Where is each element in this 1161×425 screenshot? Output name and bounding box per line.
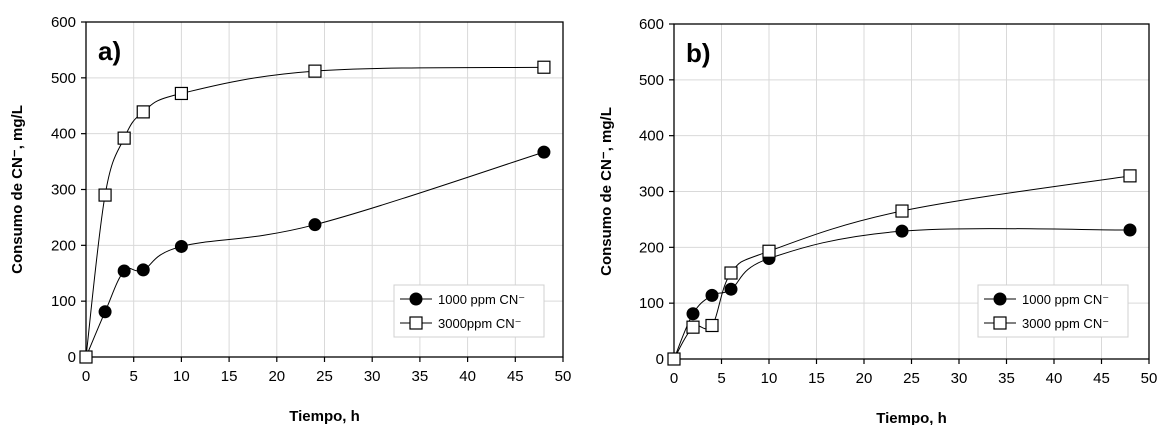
x-tick-label: 10 <box>761 370 778 387</box>
data-point-series-1 <box>174 239 188 253</box>
y-axis-title: Consumo de CN⁻, mg/L <box>9 105 26 274</box>
y-tick-label: 500 <box>51 70 76 87</box>
x-tick-label: 25 <box>903 370 920 387</box>
legend-marker <box>993 292 1007 306</box>
x-tick-label: 20 <box>856 370 873 387</box>
data-point-series-1 <box>686 307 700 321</box>
y-tick-label: 100 <box>51 293 76 310</box>
series-line-2 <box>85 66 544 358</box>
x-tick-label: 10 <box>173 368 190 385</box>
x-tick-label: 40 <box>459 368 476 385</box>
data-point-series-2 <box>895 204 909 218</box>
x-tick-label: 5 <box>717 370 725 387</box>
x-tick-label: 35 <box>412 368 429 385</box>
x-tick-label: 45 <box>1093 370 1110 387</box>
data-point-series-1 <box>117 264 131 278</box>
y-tick-label: 400 <box>51 126 76 143</box>
x-tick-label: 40 <box>1046 370 1063 387</box>
data-point-series-1 <box>895 224 909 238</box>
y-tick-label: 500 <box>639 72 664 89</box>
data-point-series-2 <box>686 320 700 334</box>
panel-label: a) <box>98 36 121 66</box>
legend: 1000 ppm CN⁻ 3000 ppm CN⁻ <box>977 284 1129 338</box>
x-tick-label: 20 <box>268 368 285 385</box>
x-tick-label: 50 <box>555 368 572 385</box>
data-point-series-2 <box>705 318 719 333</box>
y-tick-label: 200 <box>51 237 76 254</box>
data-point-series-1 <box>136 263 150 277</box>
x-tick-label: 15 <box>808 370 825 387</box>
y-tick-label: 400 <box>639 128 664 145</box>
data-point-series-1 <box>98 305 112 319</box>
x-axis-title: Tiempo, h <box>289 408 360 425</box>
data-point-series-2 <box>174 86 188 101</box>
data-point-series-1 <box>705 288 719 302</box>
x-tick-label: 25 <box>316 368 333 385</box>
y-tick-label: 300 <box>51 182 76 199</box>
legend-label: 1000 ppm CN⁻ <box>438 292 525 307</box>
y-tick-label: 100 <box>639 295 664 312</box>
y-tick-label: 300 <box>639 184 664 201</box>
legend-label: 3000 ppm CN⁻ <box>1022 316 1109 331</box>
x-tick-label: 30 <box>364 368 381 385</box>
x-tick-label: 5 <box>130 368 138 385</box>
x-tick-label: 30 <box>951 370 968 387</box>
y-tick-label: 0 <box>68 349 76 366</box>
panel-label: b) <box>686 38 711 68</box>
data-point-series-2 <box>724 266 738 280</box>
data-point-series-2 <box>308 64 322 78</box>
x-tick-label: 35 <box>998 370 1015 387</box>
data-point-series-2 <box>136 105 150 119</box>
x-axis-title: Tiempo, h <box>876 410 947 425</box>
x-tick-label: 0 <box>82 368 90 385</box>
data-point-series-1 <box>1123 223 1137 237</box>
y-axis-title: Consumo de CN⁻, mg/L <box>598 107 615 276</box>
data-point-series-1 <box>537 145 551 159</box>
x-tick-label: 45 <box>507 368 524 385</box>
data-point-series-2 <box>117 131 131 145</box>
y-tick-label: 600 <box>639 16 664 33</box>
y-tick-label: 200 <box>639 239 664 256</box>
data-point-series-1 <box>724 282 738 296</box>
legend-label: 3000ppm CN⁻ <box>438 316 521 331</box>
x-tick-label: 50 <box>1141 370 1158 387</box>
x-tick-label: 0 <box>670 370 678 387</box>
data-point-series-2 <box>537 60 551 74</box>
chart-panel-a: 0 5 10 15 20 25 30 35 40 45 500100200300400500600T… <box>9 14 571 425</box>
data-point-series-2 <box>1123 169 1137 183</box>
x-tick-label: 15 <box>221 368 238 385</box>
data-point-series-2 <box>98 188 112 202</box>
data-point-series-2 <box>79 350 93 364</box>
legend-marker <box>993 316 1007 330</box>
data-point-series-2 <box>667 352 681 366</box>
legend: 1000 ppm CN⁻ 3000ppm CN⁻ <box>393 284 545 338</box>
chart-panel-b: 0 5 10 15 20 25 30 35 40 45 500100200300400500600T… <box>598 16 1157 425</box>
y-tick-label: 600 <box>51 14 76 31</box>
y-tick-label: 0 <box>656 351 664 368</box>
legend-marker <box>409 316 423 330</box>
data-point-series-1 <box>308 218 322 232</box>
data-point-series-2 <box>762 244 776 258</box>
legend-marker <box>409 292 423 306</box>
legend-label: 1000 ppm CN⁻ <box>1022 292 1109 307</box>
